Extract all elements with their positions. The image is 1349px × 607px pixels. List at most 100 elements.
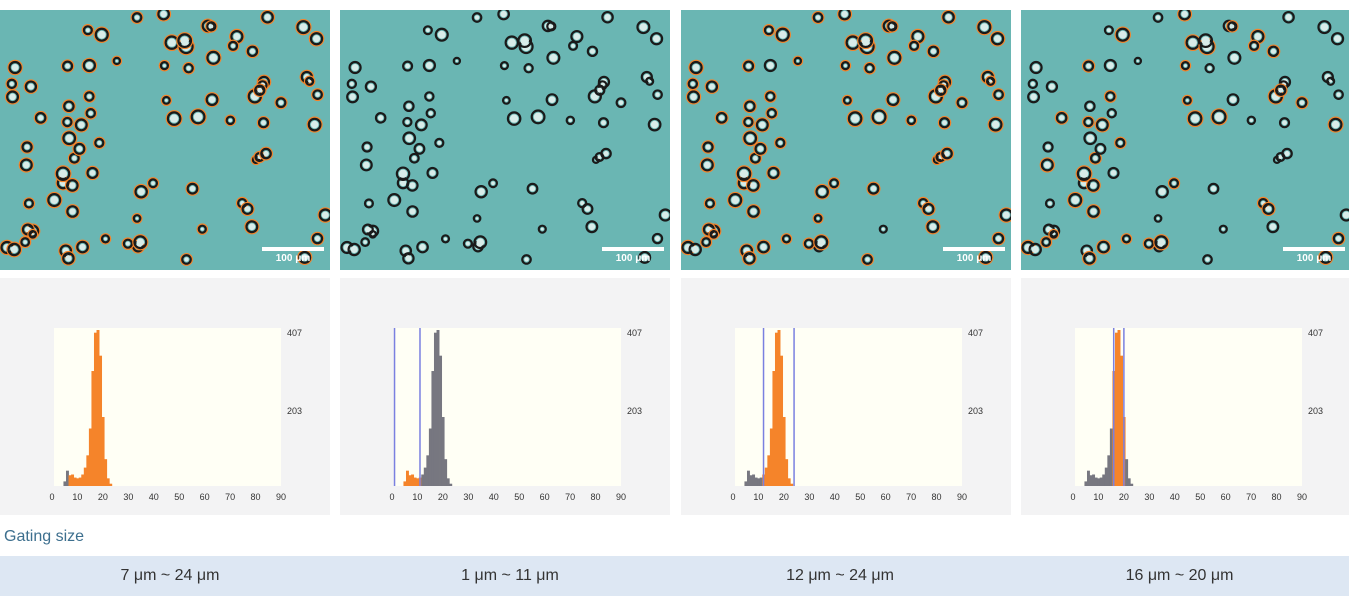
cell — [60, 59, 75, 73]
histogram-bar — [405, 470, 409, 486]
cell — [1082, 250, 1097, 266]
cell — [402, 252, 415, 265]
x-tick-label: 90 — [957, 492, 967, 502]
cell — [870, 108, 888, 126]
cell — [160, 94, 172, 106]
cell — [1210, 108, 1228, 126]
histogram-bar — [411, 474, 415, 486]
cell — [75, 239, 91, 255]
cell — [360, 237, 371, 248]
histogram-bar — [1099, 477, 1103, 486]
cell — [1094, 142, 1107, 155]
cell — [61, 115, 74, 129]
cell — [926, 44, 941, 59]
cell — [422, 25, 433, 36]
cell — [471, 12, 483, 23]
histogram-bar — [1125, 459, 1129, 486]
cell — [259, 146, 273, 161]
histogram-bar — [1089, 475, 1093, 486]
cell — [73, 117, 89, 133]
cell — [649, 32, 664, 46]
cell — [317, 207, 330, 223]
histogram-bar — [782, 417, 786, 486]
cell — [955, 96, 969, 110]
histogram-bar — [426, 455, 430, 486]
cell — [348, 60, 362, 75]
cell — [295, 18, 312, 36]
cell — [1120, 233, 1133, 245]
histogram-bar — [1104, 467, 1108, 486]
micrograph-3: 100 μm — [681, 10, 1011, 270]
x-tick-label: 30 — [804, 492, 814, 502]
y-tick-label: 203 — [287, 406, 302, 416]
x-tick-label: 50 — [174, 492, 184, 502]
cell — [434, 27, 449, 42]
cell — [813, 234, 830, 251]
cell — [402, 131, 417, 146]
cell — [987, 116, 1004, 133]
cell — [224, 114, 237, 127]
cell — [274, 96, 288, 110]
cell — [745, 177, 761, 193]
x-tick-label: 20 — [98, 492, 108, 502]
cell — [652, 89, 663, 100]
cell — [364, 80, 378, 93]
cell — [363, 198, 374, 209]
cell — [1167, 177, 1181, 190]
cell — [1048, 228, 1060, 240]
cell — [1086, 204, 1101, 219]
x-tick-label: 70 — [906, 492, 916, 502]
histogram-bar — [431, 371, 435, 486]
cell — [158, 59, 171, 72]
cell — [81, 57, 98, 74]
histogram-4: 0 10 20 30 40 50 60 70 80 90 203 407 — [1021, 278, 1349, 515]
cell — [1081, 59, 1096, 73]
histogram-bar — [403, 481, 407, 486]
cell — [597, 117, 610, 129]
cell — [81, 24, 95, 37]
cell — [814, 183, 831, 200]
histogram-bar — [1114, 332, 1118, 486]
cell — [506, 111, 522, 126]
histogram-bar — [78, 477, 82, 486]
histogram-bar — [787, 478, 791, 486]
cell — [861, 252, 874, 266]
cell — [72, 141, 87, 156]
cell — [601, 10, 614, 24]
histogram-bar — [1097, 478, 1101, 486]
cell — [1331, 231, 1346, 246]
y-tick-label: 407 — [1308, 328, 1323, 338]
micrograph-2: 100 μm — [340, 10, 670, 270]
cell — [497, 10, 510, 21]
cell — [1273, 83, 1288, 98]
histogram-bar — [76, 478, 80, 486]
cell — [1282, 10, 1295, 24]
cell — [488, 178, 499, 189]
histogram-bar — [785, 459, 789, 486]
x-tick-label: 70 — [565, 492, 575, 502]
histogram-bar — [416, 478, 420, 486]
cell — [1028, 242, 1042, 257]
gating-size-label: Gating size — [4, 528, 85, 545]
cell — [526, 182, 539, 195]
cell — [1153, 234, 1170, 251]
cell — [812, 212, 824, 224]
x-tick-label: 0 — [389, 492, 394, 502]
cell — [792, 55, 804, 67]
cell — [361, 223, 374, 236]
cell — [727, 191, 744, 209]
micrograph-cells-1 — [0, 10, 330, 266]
x-tick-label: 90 — [616, 492, 626, 502]
cell — [84, 106, 98, 120]
x-tick-label: 40 — [489, 492, 499, 502]
x-tick-label: 0 — [1070, 492, 1075, 502]
cell — [905, 114, 918, 127]
histogram-bar — [93, 332, 97, 486]
cell — [701, 140, 715, 154]
cell — [688, 242, 702, 257]
x-tick-label: 20 — [438, 492, 448, 502]
cell — [658, 208, 670, 222]
cell — [739, 243, 755, 259]
x-tick-label: 70 — [225, 492, 235, 502]
cell — [1096, 239, 1112, 255]
